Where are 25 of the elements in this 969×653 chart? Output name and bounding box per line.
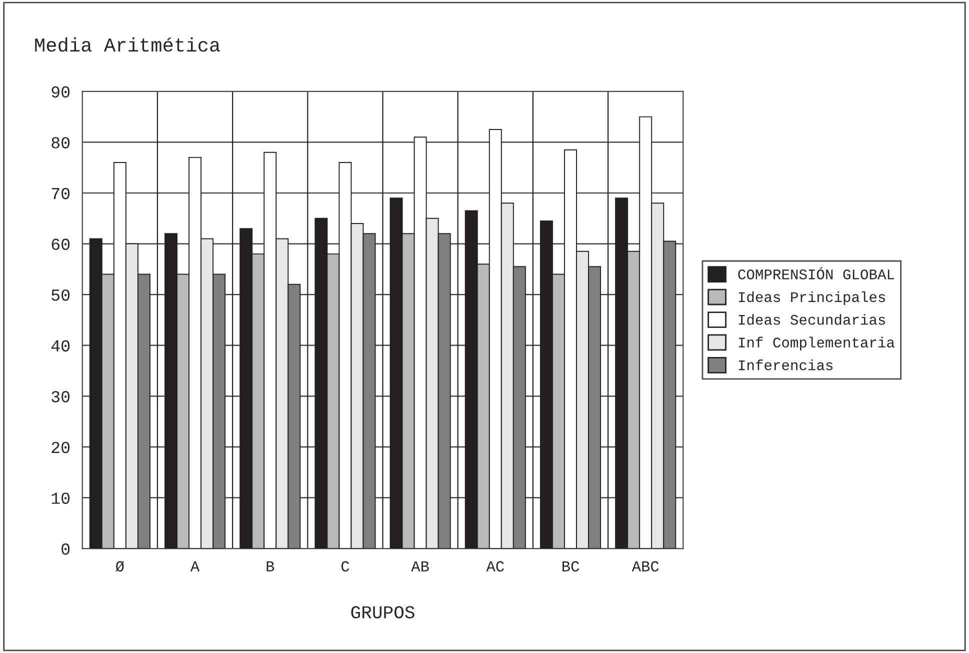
y-tick-label: 60 <box>52 238 70 250</box>
y-tick-label: 40 <box>51 340 70 352</box>
x-tick-label: B <box>266 561 274 572</box>
legend-label: Inf Complementaria <box>738 336 894 350</box>
chart-title: Media Aritmética <box>35 37 220 52</box>
y-tick-label: 70 <box>52 188 70 200</box>
legend-label: Inferencias <box>738 360 833 370</box>
x-tick-label: Ø <box>116 561 124 572</box>
x-tick-label: A <box>190 561 200 572</box>
y-tick-label: 20 <box>52 442 70 454</box>
y-tick-label: 50 <box>52 289 70 301</box>
legend-label: Ideas Secundarias <box>738 314 886 325</box>
y-tick-label: 90 <box>52 86 70 98</box>
x-tick-label: ABC <box>632 561 659 572</box>
y-tick-label: 30 <box>52 391 70 402</box>
legend-label: COMPRENSIÓN GLOBAL <box>738 267 894 280</box>
y-tick-label: 10 <box>52 492 70 504</box>
x-tick-label: C <box>341 561 350 572</box>
x-tick-label: AB <box>411 561 429 572</box>
x-tick-label: BC <box>562 561 580 572</box>
y-tick-label: 0 <box>62 543 70 555</box>
x-axis-title: GRUPOS <box>351 606 414 618</box>
y-tick-label: 80 <box>52 137 70 148</box>
legend-label: Ideas Principales <box>738 291 886 305</box>
x-tick-label: AC <box>486 561 504 572</box>
